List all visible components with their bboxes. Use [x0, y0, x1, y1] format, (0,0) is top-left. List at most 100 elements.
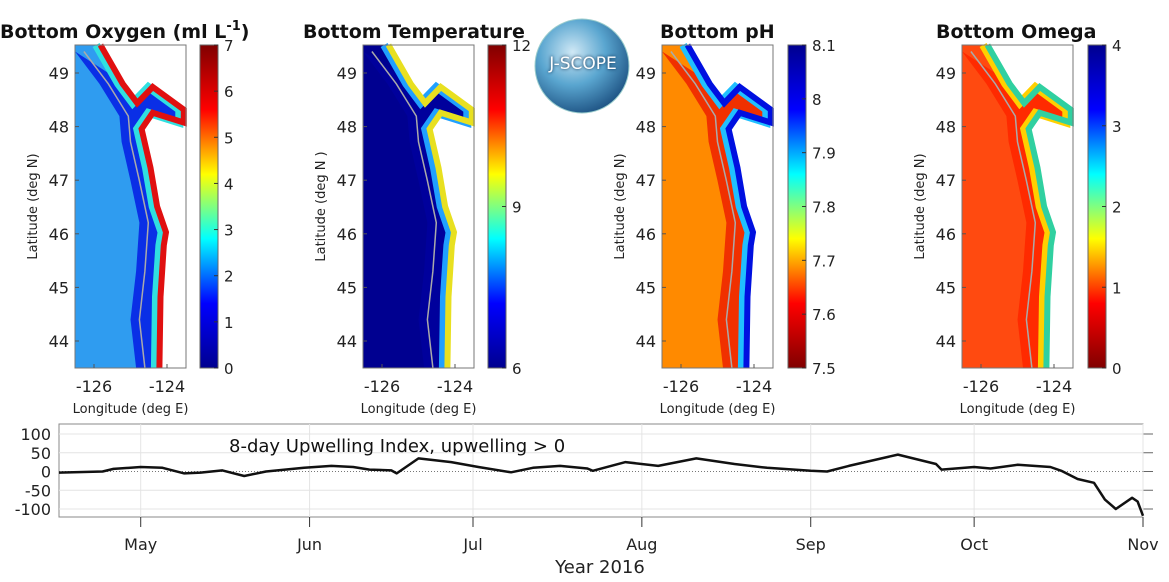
lat-tick-label: 47	[337, 171, 357, 190]
x-tick-label: Jun	[296, 535, 322, 554]
colorbar-tick-label: 6	[512, 360, 522, 378]
x-tick-label: Jul	[462, 535, 482, 554]
title-text: Bottom Omega	[936, 21, 1096, 43]
colorbar-tick-label: 9	[512, 199, 522, 217]
map-panel-4: Bottom Omega 49 48 47 46 45 44 -126 -124 Latitude…	[913, 21, 1122, 417]
map-title: Bottom Omega	[936, 21, 1096, 43]
title-text: Bottom Temperature	[303, 21, 525, 43]
map-border	[362, 44, 475, 369]
y-tick-label: 0	[41, 463, 51, 482]
lat-tick-label: 47	[936, 171, 956, 190]
contour-line	[670, 51, 737, 369]
title-end: )	[241, 21, 250, 43]
lon-tick-label: -124	[736, 377, 772, 396]
y-tick-label: -50	[25, 481, 51, 500]
map-panel-3: Bottom pH 49 48 47 46 45 44 -126 -124 Latitude (d…	[613, 21, 836, 417]
x-tick-label: Oct	[960, 535, 988, 554]
x-tick-label: Aug	[626, 535, 657, 554]
logo-globe	[534, 18, 630, 114]
map-title: Bottom Temperature	[303, 21, 525, 43]
lat-tick-label: 44	[636, 332, 656, 351]
lat-tick-label: 47	[636, 171, 656, 190]
lat-tick-label: 48	[936, 118, 956, 137]
chart-x-label: Year 2016	[554, 557, 645, 578]
colorbar-tick-label: 7.8	[812, 199, 836, 217]
lat-tick-label: 49	[936, 64, 956, 83]
lat-tick-label: 44	[936, 332, 956, 351]
colorbar-tick-label: 6	[224, 83, 234, 101]
x-axis-label: Longitude (deg E)	[960, 402, 1076, 417]
colorbar-tick-label: 1	[1112, 279, 1122, 297]
lon-tick-label: -124	[1036, 377, 1072, 396]
colorbar-tick-label: 0	[1112, 360, 1122, 378]
lat-tick-label: 48	[337, 118, 357, 137]
nearshore-band	[984, 43, 1074, 369]
nearshore-band	[385, 43, 475, 369]
colorbar-tick-label: 4	[1112, 37, 1122, 55]
lat-tick-label: 49	[49, 64, 69, 83]
colorbar-tick-label: 12	[512, 37, 531, 55]
contour-line	[970, 51, 1037, 369]
colorbar	[199, 44, 219, 369]
title-text: Bottom Oxygen (ml L	[0, 21, 226, 43]
lon-tick-label: -126	[76, 377, 112, 396]
lon-tick-label: -126	[963, 377, 999, 396]
colorbar-tick-label: 8.1	[812, 37, 836, 55]
colorbar-tick-label: 8	[812, 91, 822, 109]
map-border	[961, 44, 1074, 369]
lat-tick-label: 44	[49, 332, 69, 351]
lon-tick-label: -124	[149, 377, 185, 396]
x-tick-label: May	[124, 535, 157, 554]
x-tick-label: Nov	[1127, 535, 1158, 554]
lat-tick-label: 49	[337, 64, 357, 83]
map-panel-2: Bottom Temperature 49 48 47 46 45 44 -126 -124 La…	[303, 21, 531, 417]
lat-tick-label: 47	[49, 171, 69, 190]
colorbar-tick-label: 3	[224, 222, 234, 240]
colorbar-tick-label: 7.7	[812, 252, 836, 270]
x-tick-label: Sep	[796, 535, 826, 554]
lat-tick-label: 49	[636, 64, 656, 83]
lat-tick-label: 45	[936, 278, 956, 297]
chart-frame	[58, 423, 1144, 518]
contour-line	[83, 51, 150, 369]
nearshore-band	[684, 43, 774, 369]
colorbar-tick-label: 0	[224, 360, 234, 378]
colorbar-tick-label: 7	[224, 37, 234, 55]
lat-tick-label: 45	[49, 278, 69, 297]
lat-tick-label: 44	[337, 332, 357, 351]
lat-tick-label: 46	[936, 225, 956, 244]
colorbar-tick-label: 7.9	[812, 145, 836, 163]
y-axis-label: Latitude (deg N )	[314, 151, 329, 261]
lat-tick-label: 45	[636, 278, 656, 297]
colorbar-tick-label: 1	[224, 314, 234, 332]
lat-tick-label: 46	[636, 225, 656, 244]
chart-title: 8-day Upwelling Index, upwelling > 0	[229, 436, 565, 457]
colorbar-tick-label: 7.6	[812, 306, 836, 324]
lon-tick-label: -126	[663, 377, 699, 396]
upwelling-line	[58, 453, 1145, 517]
lat-tick-label: 48	[636, 118, 656, 137]
colorbar-tick-label: 4	[224, 175, 234, 193]
y-axis-label: Latitude (deg N)	[913, 153, 928, 259]
x-axis-label: Longitude (deg E)	[361, 402, 477, 417]
x-axis-label: Longitude (deg E)	[73, 402, 189, 417]
lon-tick-label: -124	[437, 377, 473, 396]
lat-tick-label: 46	[337, 225, 357, 244]
lat-tick-label: 45	[337, 278, 357, 297]
logo-text: J-SCOPE	[549, 54, 617, 74]
lat-tick-label: 48	[49, 118, 69, 137]
map-title: Bottom pH	[660, 21, 775, 43]
y-axis-label: Latitude (deg N)	[613, 153, 628, 259]
colorbar-tick-label: 5	[224, 129, 234, 147]
title-superscript: -1	[226, 19, 240, 34]
colorbar-tick-label: 2	[224, 268, 234, 286]
y-tick-label: 50	[31, 444, 51, 463]
lat-tick-label: 46	[49, 225, 69, 244]
map-border	[74, 44, 187, 369]
y-axis-label: Latitude (deg N)	[26, 153, 41, 259]
x-axis-label: Longitude (deg E)	[660, 402, 776, 417]
